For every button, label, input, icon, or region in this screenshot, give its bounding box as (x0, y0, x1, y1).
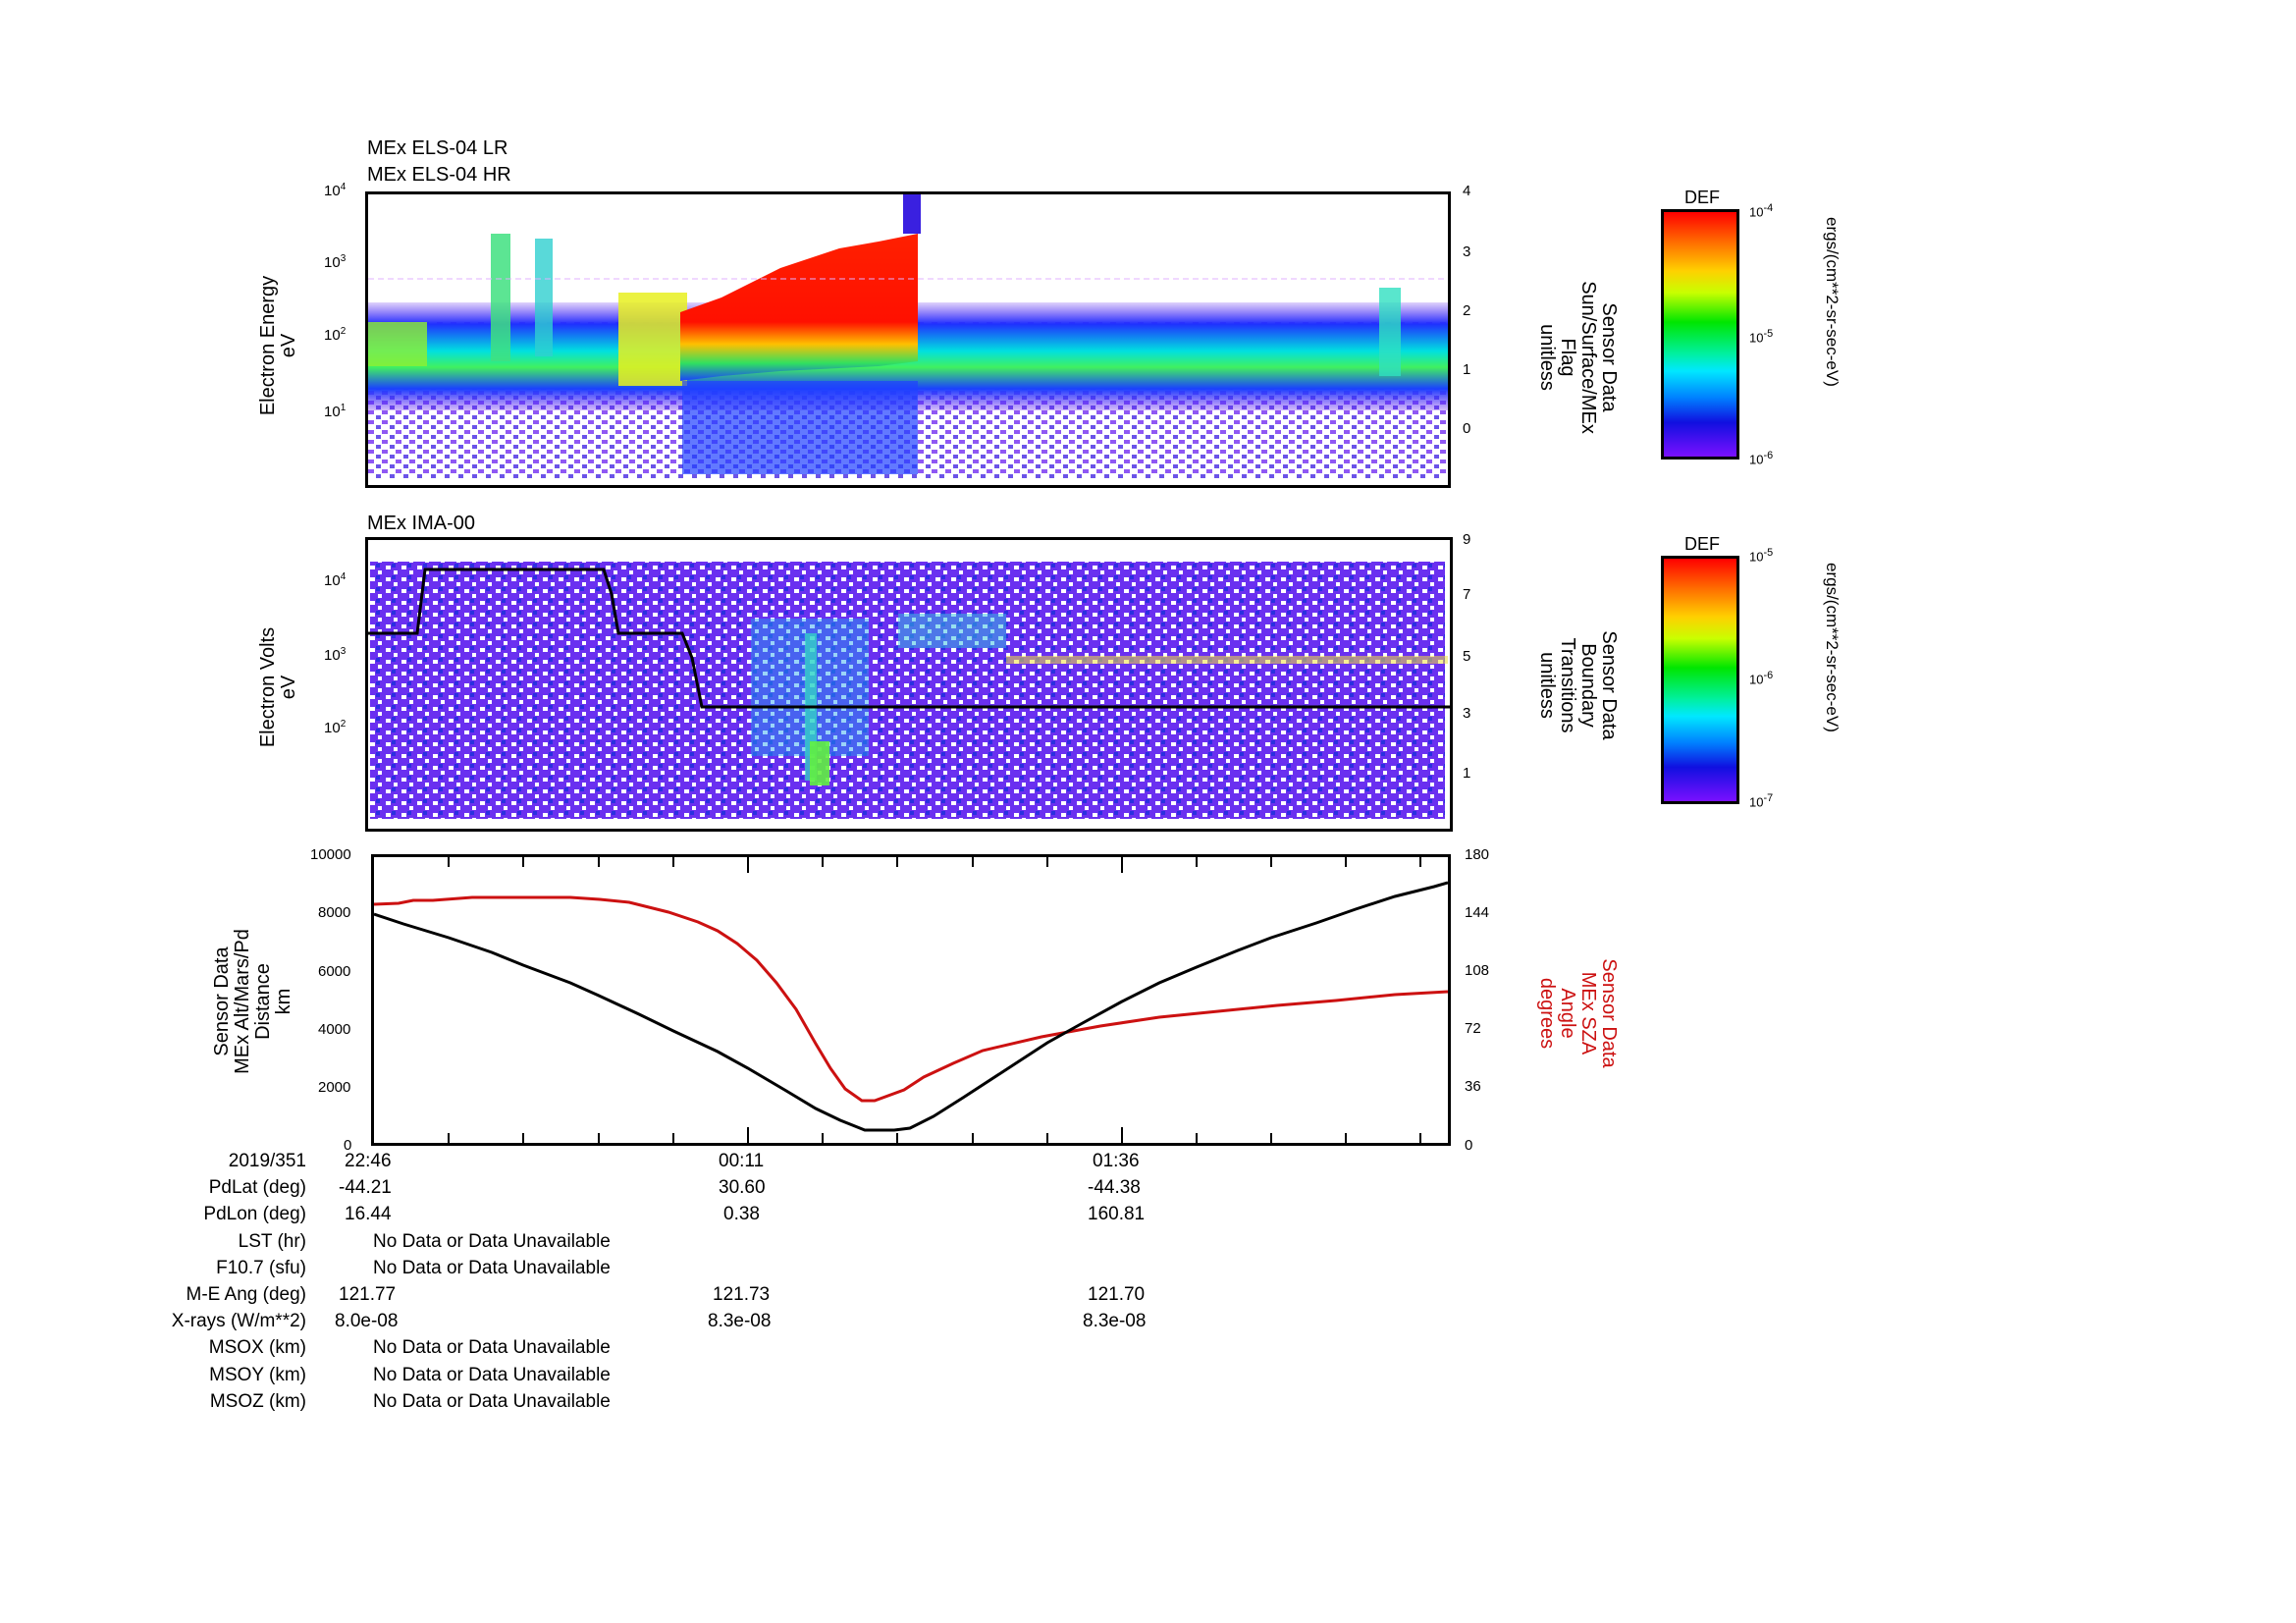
p3-ytick-6000: 6000 (318, 963, 351, 980)
cbar2-top: 10-5 (1749, 547, 1774, 565)
val-meang-1: 121.77 (339, 1284, 397, 1305)
cbar1-top: 10-4 (1749, 202, 1774, 220)
p3-rtick-108: 108 (1465, 962, 1490, 979)
panel2-title: MEx IMA-00 (367, 513, 476, 534)
val-time-1: 22:46 (345, 1151, 392, 1171)
p1-ytick-1e4: 104 (324, 182, 347, 199)
p2-ytick-1e4: 104 (324, 571, 347, 589)
val-time-3: 01:36 (1093, 1151, 1140, 1171)
cbar1-unit: ergs/(cm**2-sr-sec-eV) (1823, 217, 1842, 387)
p3-ytick-8000: 8000 (318, 904, 351, 921)
colorbar-ima (1661, 556, 1739, 804)
els-spectrogram (365, 191, 1451, 488)
p1-ytick-1e1: 101 (324, 403, 347, 420)
p2-rtick-1: 1 (1463, 765, 1471, 782)
p1-rtick-4: 4 (1463, 183, 1471, 199)
val-pdlon-2: 0.38 (723, 1204, 760, 1224)
val-lst: No Data or Data Unavailable (373, 1231, 611, 1252)
ephemeris-table: 2019/351 PdLat (deg) PdLon (deg) LST (hr… (171, 1151, 1147, 1412)
val-pdlon-3: 160.81 (1088, 1204, 1146, 1224)
val-pdlon-1: 16.44 (345, 1204, 392, 1224)
p3-ytick-10000: 10000 (310, 846, 351, 863)
panel1-title-hr: MEx ELS-04 HR (367, 164, 511, 186)
p1-rtick-3: 3 (1463, 243, 1471, 260)
colorbar-els (1661, 209, 1739, 460)
altitude-sza-plot (371, 854, 1451, 1146)
val-xrays-3: 8.3e-08 (1083, 1311, 1147, 1331)
val-meang-3: 121.70 (1088, 1284, 1146, 1305)
p3-left-label: Sensor Data MEx Alt/Mars/Pd Distance km (211, 929, 294, 1074)
p2-rtick-3: 3 (1463, 705, 1471, 722)
cbar2-mid: 10-6 (1749, 670, 1774, 687)
val-xrays-2: 8.3e-08 (708, 1311, 772, 1331)
p1-rtick-1: 1 (1463, 361, 1471, 378)
val-meang-2: 121.73 (713, 1284, 771, 1305)
val-pdlat-1: -44.21 (339, 1177, 392, 1198)
els-spectrogram-image (368, 194, 1448, 479)
p2-rtick-9: 9 (1463, 531, 1471, 548)
p2-rtick-5: 5 (1463, 648, 1471, 665)
p2-ylabel: Electron Volts eV (257, 626, 299, 748)
ima-spectrogram-image (368, 562, 1450, 819)
line-plot-svg (374, 857, 1448, 1143)
cbar1-bottom: 10-6 (1749, 450, 1774, 467)
p3-ytick-2000: 2000 (318, 1079, 351, 1096)
p3-right-label: Sensor Data MEx SZA Angle degrees (1536, 958, 1620, 1068)
val-time-2: 00:11 (719, 1151, 765, 1171)
p3-rtick-36: 36 (1465, 1078, 1481, 1095)
cbar2-title: DEF (1684, 534, 1720, 554)
p3-rtick-0: 0 (1465, 1137, 1473, 1154)
panel1-title-lr: MEx ELS-04 LR (367, 137, 508, 159)
val-xrays-1: 8.0e-08 (335, 1311, 399, 1331)
val-f107: No Data or Data Unavailable (373, 1258, 611, 1278)
p3-rtick-72: 72 (1465, 1020, 1481, 1037)
cbar2-unit: ergs/(cm**2-sr-sec-eV) (1823, 563, 1842, 732)
p3-ytick-0: 0 (344, 1137, 352, 1154)
val-msox: No Data or Data Unavailable (373, 1337, 611, 1358)
cbar1-title: DEF (1684, 188, 1720, 207)
p2-right-label: Sensor Data Boundary Transitions unitles… (1536, 630, 1620, 740)
ima-spectrogram (365, 537, 1453, 832)
p1-ylabel: Electron Energy eV (257, 275, 299, 416)
p1-ytick-1e2: 102 (324, 326, 347, 344)
p3-ytick-4000: 4000 (318, 1021, 351, 1038)
cbar2-bottom: 10-7 (1749, 792, 1774, 810)
p1-ytick-1e3: 103 (324, 253, 347, 271)
val-msoz: No Data or Data Unavailable (373, 1391, 611, 1412)
p1-rtick-0: 0 (1463, 420, 1471, 437)
cbar1-mid: 10-5 (1749, 328, 1774, 346)
p2-ytick-1e2: 102 (324, 719, 347, 736)
p3-rtick-180: 180 (1465, 846, 1490, 863)
p1-right-label: Sensor Data Sun/Surface/MEx Flag unitles… (1536, 281, 1620, 434)
p1-rtick-2: 2 (1463, 302, 1471, 319)
p3-rtick-144: 144 (1465, 904, 1490, 921)
p2-ytick-1e3: 103 (324, 646, 347, 664)
val-msoy: No Data or Data Unavailable (373, 1365, 611, 1385)
val-pdlat-3: -44.38 (1088, 1177, 1141, 1198)
val-pdlat-2: 30.60 (719, 1177, 766, 1198)
p2-rtick-7: 7 (1463, 586, 1471, 603)
